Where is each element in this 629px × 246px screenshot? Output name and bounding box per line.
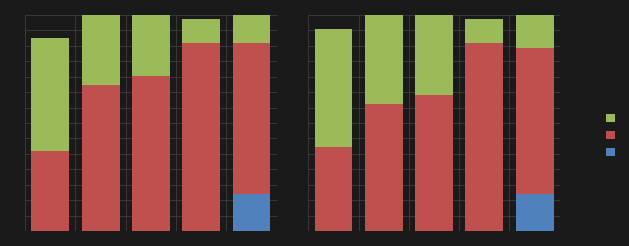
Bar xyxy=(516,0,554,48)
Bar xyxy=(132,76,170,231)
Bar xyxy=(365,104,403,231)
Bar xyxy=(465,43,503,231)
Bar xyxy=(31,151,69,231)
Bar xyxy=(132,5,170,76)
Bar xyxy=(516,194,554,231)
Bar xyxy=(182,43,220,231)
Bar xyxy=(233,43,270,194)
Bar xyxy=(31,38,69,151)
Bar xyxy=(415,1,453,95)
Bar xyxy=(233,194,270,231)
Bar xyxy=(82,10,120,85)
Bar xyxy=(182,19,220,43)
Bar xyxy=(314,29,352,147)
Bar xyxy=(415,95,453,231)
Legend: , , : , , xyxy=(603,111,621,160)
Bar xyxy=(365,0,403,104)
Bar xyxy=(314,147,352,231)
Bar xyxy=(233,0,270,43)
Bar xyxy=(465,19,503,43)
Bar xyxy=(516,48,554,194)
Bar xyxy=(82,85,120,231)
